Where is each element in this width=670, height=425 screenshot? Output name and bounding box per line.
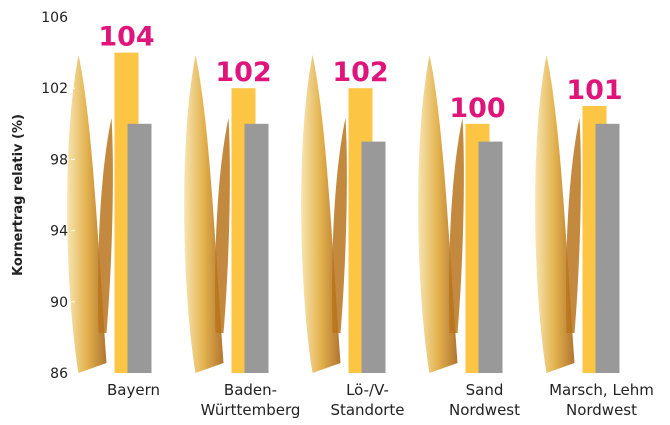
x-tick-label: Marsch, Lehm Nordwest [537,380,667,420]
bar [479,142,503,373]
value-label: 101 [566,75,622,106]
bar [245,124,269,373]
chart: Kornertrag relativ (%) 86 90 94 98 102 106 104… [0,0,670,425]
y-tick-label: 86 [50,366,68,382]
y-axis-label: Kornertrag relativ (%) [11,114,26,276]
x-tick-label: Bayern [69,380,199,400]
bar [128,124,152,373]
wheat-decoration [449,118,464,333]
x-tick-label: Sand Nordwest [420,380,550,420]
wheat-decoration [98,118,113,333]
value-label: 104 [98,22,154,53]
bar [362,142,386,373]
y-tick-label: 98 [50,152,68,168]
bar [596,124,620,373]
y-tick-label: 102 [41,81,68,97]
value-label: 100 [449,93,505,124]
x-tick-label: Lö-/V- Standorte [303,380,433,420]
y-tick-label: 90 [50,295,68,311]
value-label: 102 [332,57,388,88]
y-tick-label: 94 [50,224,68,240]
value-label: 102 [215,57,271,88]
wheat-decoration [215,118,230,333]
chart-svg: Kornertrag relativ (%) 86 90 94 98 102 106 104… [0,0,670,425]
y-tick-label: 106 [41,10,68,26]
x-tick-label: Baden- Württemberg [186,380,316,420]
wheat-decoration [332,118,347,333]
wheat-decoration [566,118,581,333]
